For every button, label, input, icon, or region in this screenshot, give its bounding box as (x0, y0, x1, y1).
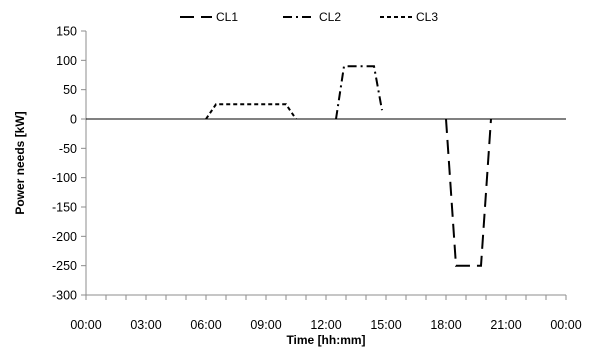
legend-label-cl3: CL3 (416, 10, 438, 24)
x-axis-ticks: 00:00 03:00 06:00 09:00 12:00 15:00 18:00 21:00… (70, 295, 582, 332)
y-tick-label: 50 (63, 83, 77, 97)
y-tick-label: -200 (52, 230, 77, 244)
x-tick-label: 15:00 (370, 318, 401, 332)
x-tick-label: 06:00 (190, 318, 221, 332)
x-tick-label: 12:00 (310, 318, 341, 332)
y-axis-ticks: -300 -250 -200 -150 -100 -50 0 50 100 150 (52, 25, 86, 303)
y-tick-label: -100 (52, 171, 77, 185)
y-tick-label: 100 (56, 54, 77, 68)
legend-label-cl2: CL2 (319, 10, 341, 24)
y-tick-label: -300 (52, 289, 77, 303)
series-line-cl2 (335, 65, 383, 120)
x-tick-label: 00:00 (70, 318, 101, 332)
x-axis-title: Time [hh:mm] (286, 333, 365, 347)
series-line-cl1 (445, 118, 492, 267)
y-tick-label: 0 (70, 113, 77, 127)
y-tick-label: -50 (59, 142, 77, 156)
x-tick-label: 09:00 (250, 318, 281, 332)
series-line-cl3 (205, 103, 297, 120)
x-tick-label: 03:00 (130, 318, 161, 332)
series-group (205, 65, 492, 267)
x-tick-label: 21:00 (490, 318, 521, 332)
y-axis-title: Power needs [kW] (13, 111, 27, 214)
y-tick-label: -250 (52, 259, 77, 273)
legend-label-cl1: CL1 (216, 10, 238, 24)
x-tick-label: 18:00 (430, 318, 461, 332)
y-tick-label: -150 (52, 201, 77, 215)
x-tick-label: 00:00 (550, 318, 581, 332)
legend: CL1 CL2 CL3 (180, 10, 438, 24)
y-tick-label: 150 (56, 25, 77, 39)
